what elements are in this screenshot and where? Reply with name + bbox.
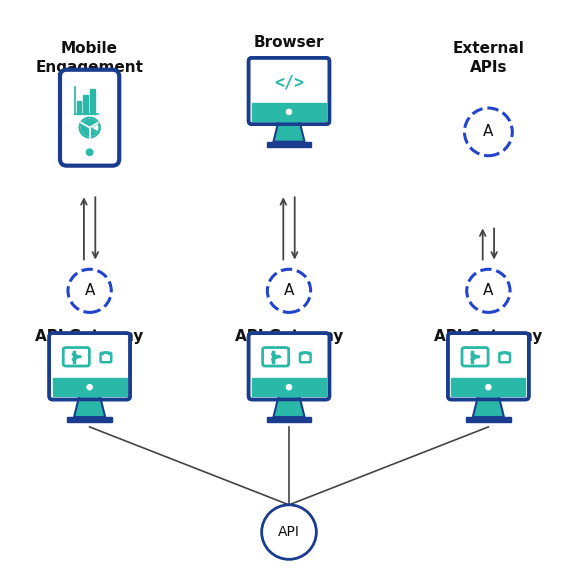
Text: A: A	[284, 283, 294, 298]
FancyBboxPatch shape	[300, 353, 310, 362]
Text: Mobile
Engagement: Mobile Engagement	[36, 41, 143, 75]
Circle shape	[465, 108, 512, 156]
Text: </>: </>	[274, 73, 304, 91]
FancyBboxPatch shape	[499, 353, 510, 362]
Polygon shape	[273, 121, 305, 142]
Circle shape	[287, 385, 291, 390]
Wedge shape	[80, 118, 98, 138]
Bar	[466, 417, 510, 422]
Wedge shape	[90, 123, 98, 127]
Text: A: A	[84, 283, 95, 298]
FancyBboxPatch shape	[462, 347, 488, 366]
Text: A: A	[483, 124, 494, 139]
Circle shape	[262, 505, 316, 559]
Bar	[252, 378, 326, 396]
Circle shape	[486, 385, 491, 390]
FancyBboxPatch shape	[63, 347, 90, 366]
Circle shape	[87, 149, 93, 156]
Text: A: A	[483, 283, 494, 298]
FancyBboxPatch shape	[101, 353, 111, 362]
Text: Browser: Browser	[254, 35, 324, 50]
Bar	[267, 142, 311, 147]
Text: External
APIs: External APIs	[453, 41, 524, 75]
Bar	[451, 378, 525, 396]
Circle shape	[287, 109, 291, 115]
Polygon shape	[273, 396, 305, 417]
Wedge shape	[90, 123, 99, 132]
Bar	[90, 89, 95, 113]
Text: API Gateway: API Gateway	[35, 329, 144, 344]
FancyBboxPatch shape	[249, 58, 329, 124]
FancyBboxPatch shape	[49, 333, 130, 400]
Text: API: API	[278, 525, 300, 539]
Polygon shape	[74, 396, 105, 417]
Circle shape	[268, 269, 310, 312]
Circle shape	[68, 269, 111, 312]
Bar	[252, 103, 326, 121]
Circle shape	[467, 269, 510, 312]
FancyBboxPatch shape	[448, 333, 529, 400]
Polygon shape	[473, 396, 504, 417]
FancyBboxPatch shape	[262, 347, 289, 366]
Bar	[77, 101, 81, 113]
Text: API Gateway: API Gateway	[235, 329, 343, 344]
Bar	[68, 417, 112, 422]
FancyBboxPatch shape	[60, 70, 119, 166]
Bar	[53, 378, 127, 396]
Bar	[83, 96, 88, 113]
FancyBboxPatch shape	[249, 333, 329, 400]
Bar	[267, 417, 311, 422]
Circle shape	[87, 385, 92, 390]
Text: API Gateway: API Gateway	[434, 329, 543, 344]
